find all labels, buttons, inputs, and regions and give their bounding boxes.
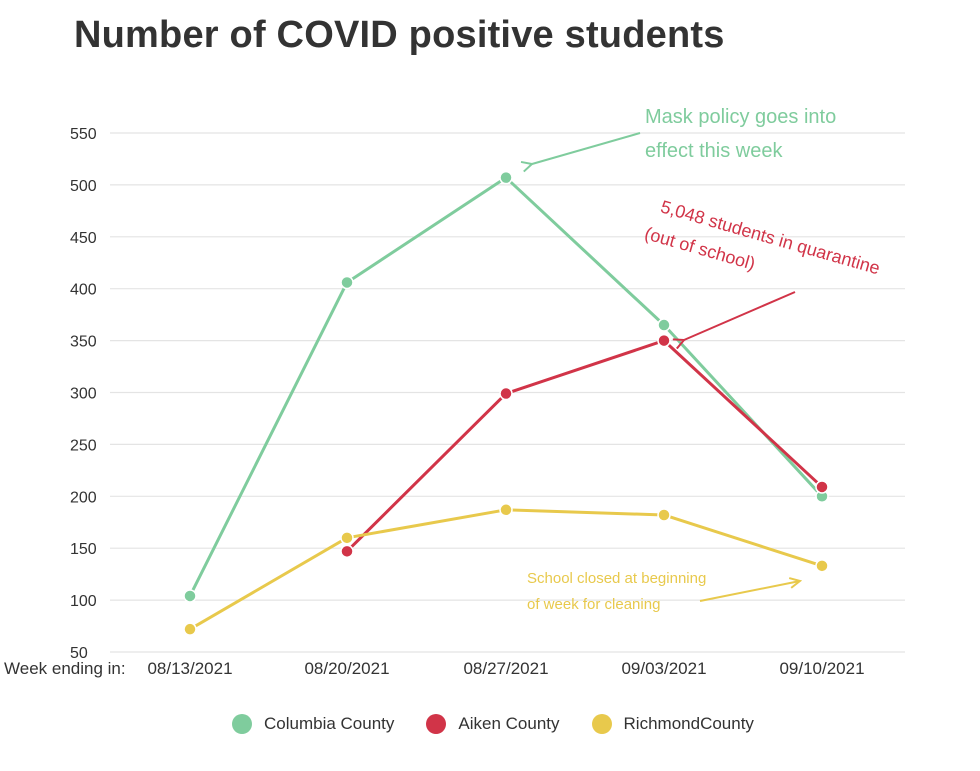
y-tick-label: 200 — [70, 489, 97, 506]
annotation-school-closed-line-2: of week for cleaning — [527, 596, 660, 613]
annotation-mask-policy-line-2: effect this week — [645, 140, 783, 162]
x-axis-ticks: 08/13/2021 08/20/2021 08/27/2021 09/03/2021… — [147, 659, 864, 678]
annotation-mask-policy: Mask policy goes into effect this week — [532, 106, 836, 164]
data-point — [657, 333, 671, 348]
data-point — [499, 386, 513, 401]
y-tick-label: 250 — [70, 437, 97, 454]
legend-swatch-columbia — [232, 714, 252, 734]
legend-swatch-aiken — [426, 714, 447, 734]
annotation-school-closed-line-1: School closed at beginning — [527, 570, 706, 587]
series-line — [189, 508, 823, 631]
x-axis-label: Week ending in: — [4, 659, 126, 678]
y-tick-label: 350 — [70, 334, 97, 351]
annotation-quarantine: 5,048 students in quarantine (out of sch… — [642, 197, 882, 279]
legend-label-aiken: Aiken County — [458, 714, 560, 733]
data-point — [340, 531, 354, 545]
y-tick-label: 300 — [70, 386, 97, 403]
data-point — [815, 480, 829, 494]
legend-label-columbia: Columbia County — [264, 714, 395, 733]
x-tick-label: 08/27/2021 — [463, 659, 548, 678]
gridlines — [110, 132, 905, 653]
data-point — [815, 559, 829, 573]
data-point — [340, 275, 354, 290]
legend-swatch-richmond — [591, 714, 612, 734]
series-columbia-county — [183, 170, 829, 603]
series-richmondcounty — [183, 503, 829, 636]
y-axis-ticks: 50 100 150 200 250 300 350 400 450 500 550 — [70, 126, 97, 662]
x-tick-label: 09/03/2021 — [621, 659, 706, 678]
y-tick-label: 100 — [70, 593, 97, 610]
annotation-school-closed: School closed at beginning of week for c… — [527, 570, 800, 613]
annotation-quarantine-arrow — [684, 291, 796, 340]
y-tick-label: 50 — [70, 645, 88, 662]
data-point — [657, 318, 671, 332]
legend-item-columbia: Columbia County — [232, 714, 394, 734]
y-tick-label: 450 — [70, 230, 97, 247]
x-tick-label: 08/20/2021 — [304, 659, 389, 678]
data-point — [499, 503, 513, 517]
data-point — [499, 170, 513, 185]
annotation-mask-policy-arrow — [532, 132, 641, 164]
series-aiken-county — [340, 333, 829, 559]
data-point — [183, 589, 197, 603]
legend-item-richmond: RichmondCounty — [591, 714, 754, 734]
legend-label-richmond: RichmondCounty — [623, 714, 754, 733]
data-point — [340, 544, 354, 559]
y-tick-label: 550 — [70, 126, 97, 143]
x-tick-label: 09/10/2021 — [779, 659, 864, 678]
y-tick-label: 150 — [70, 541, 97, 558]
x-tick-label: 08/13/2021 — [147, 659, 232, 678]
series-line — [345, 339, 824, 553]
data-point — [183, 622, 197, 636]
legend: Columbia County Aiken County RichmondCou… — [232, 714, 754, 734]
chart-title: Number of COVID positive students — [74, 14, 725, 56]
y-tick-label: 500 — [70, 178, 97, 195]
legend-item-aiken: Aiken County — [426, 714, 560, 734]
series-lines — [183, 170, 829, 636]
data-point — [657, 508, 671, 522]
annotation-mask-policy-line-1: Mask policy goes into — [645, 106, 836, 128]
annotation-school-closed-arrow — [699, 581, 800, 602]
y-tick-label: 400 — [70, 282, 97, 299]
